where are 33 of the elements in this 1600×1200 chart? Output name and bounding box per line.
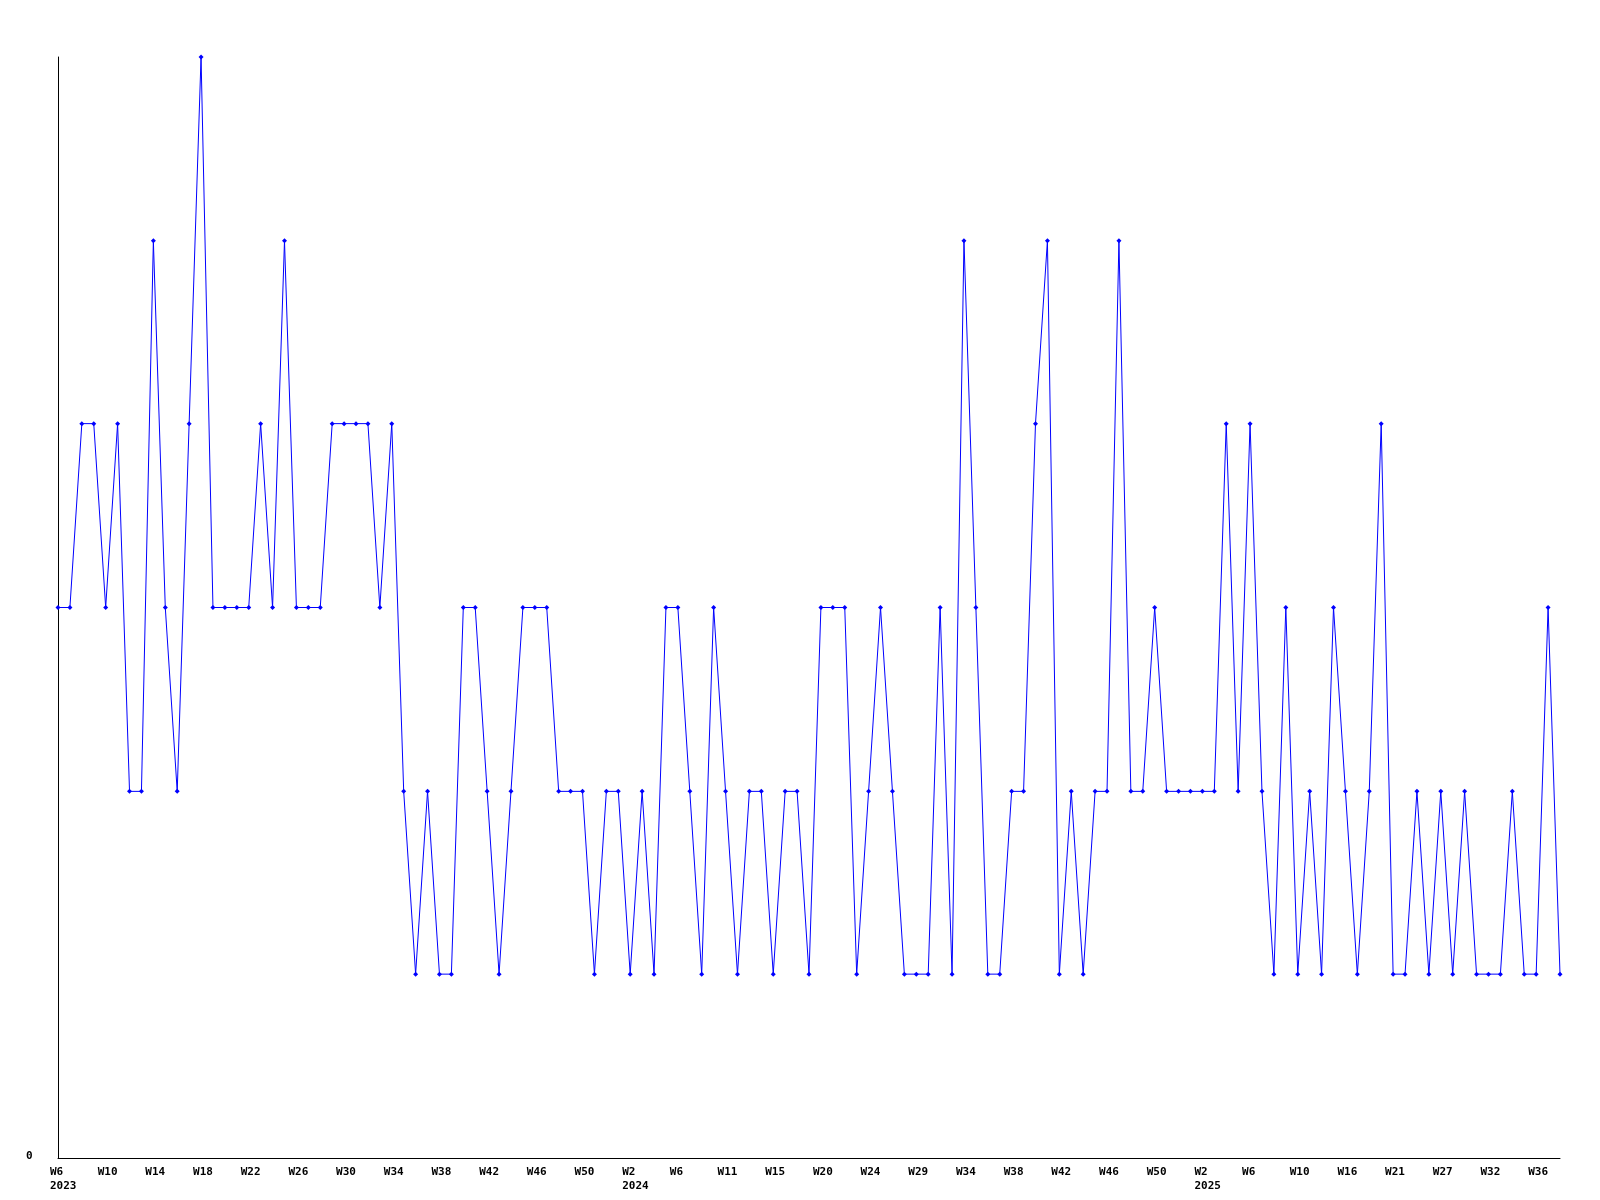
- x-tick-label: W11: [717, 1164, 738, 1178]
- x-tick-label: W34: [383, 1164, 405, 1178]
- x-tick-label: W32: [1480, 1164, 1501, 1178]
- x-tick-label: W22: [240, 1164, 261, 1178]
- x-tick-label: W2 2024: [622, 1164, 650, 1192]
- x-tick-label: W6: [669, 1164, 684, 1178]
- x-tick-label: W2 2025: [1194, 1164, 1221, 1192]
- x-tick-label: W6: [1242, 1164, 1256, 1178]
- x-tick-label: W14: [145, 1164, 166, 1178]
- x-tick-label: W10: [97, 1164, 118, 1178]
- x-tick-label: W29: [908, 1164, 929, 1178]
- x-tick-label: W46: [526, 1164, 548, 1178]
- x-tick-label: W10: [1289, 1164, 1310, 1178]
- x-tick-label: W16: [1337, 1164, 1358, 1178]
- x-tick-label: W38: [1003, 1164, 1024, 1178]
- x-tick-label: W50: [1146, 1164, 1167, 1178]
- x-tick-label: W18: [193, 1164, 213, 1178]
- x-tick-label: W15: [765, 1164, 786, 1178]
- x-tick-label: W24: [860, 1164, 881, 1178]
- x-tick-label: W30: [336, 1164, 356, 1178]
- x-tick-label: W27: [1432, 1164, 1453, 1178]
- text: 0: [26, 1149, 33, 1162]
- x-tick-label: W6 2023: [50, 1164, 77, 1192]
- x-tick-label: W21: [1385, 1164, 1406, 1178]
- x-tick-label: W42: [1051, 1164, 1072, 1178]
- x-tick-label: W36: [1528, 1164, 1549, 1178]
- x-tick-label: W38: [431, 1164, 452, 1178]
- x-tick-label: W26: [288, 1164, 309, 1178]
- x-tick-label: W20: [812, 1164, 833, 1178]
- x-tick-label: W50: [574, 1164, 595, 1178]
- x-tick-label: W46: [1099, 1164, 1120, 1178]
- x-tick-label: W42: [479, 1164, 500, 1178]
- x-tick-label: W34: [955, 1164, 977, 1178]
